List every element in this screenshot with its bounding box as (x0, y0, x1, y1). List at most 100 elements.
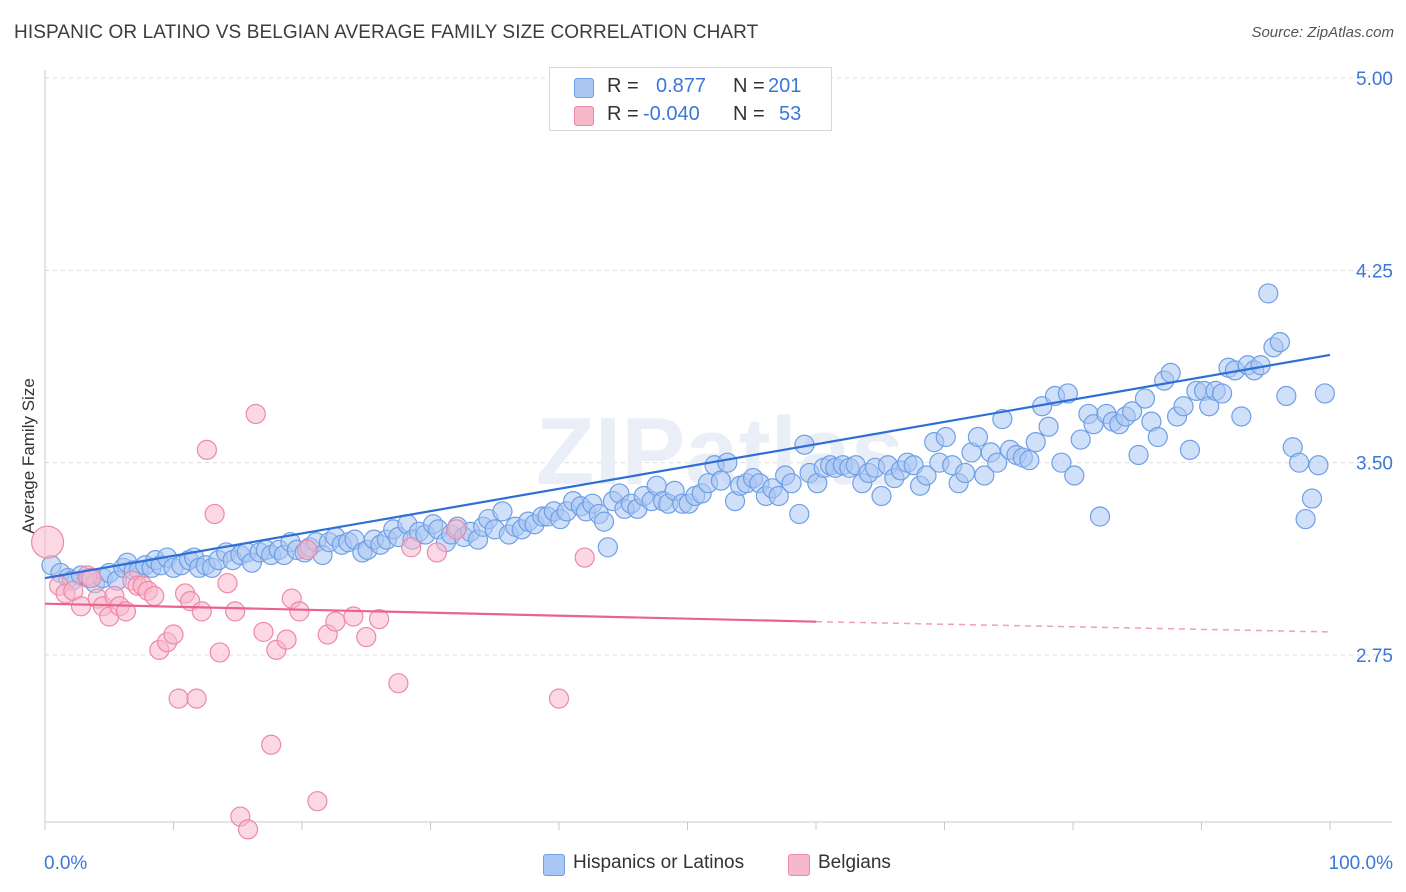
data-point-belgians (401, 537, 422, 558)
data-point-hispanics (1122, 401, 1143, 422)
legend-row-belgians: R = -0.040 N = 53 (550, 100, 831, 130)
series-belgians-points (30, 403, 595, 840)
data-point-belgians (30, 525, 65, 559)
data-point-belgians (70, 596, 92, 617)
data-point-belgians (237, 819, 259, 840)
data-point-belgians (297, 539, 318, 560)
data-point-hispanics (1057, 383, 1078, 404)
bottom-legend-swatch-hispanics (543, 854, 565, 876)
data-point-hispanics (935, 426, 956, 448)
y-tick-label: 2.75 (1356, 646, 1393, 667)
legend-row-hispanics: R = 0.877 N = 201 (550, 72, 831, 102)
data-point-belgians (548, 688, 570, 709)
x-tick-label: 0.0% (44, 853, 87, 874)
data-point-hispanics (781, 473, 802, 494)
data-point-belgians (388, 673, 409, 694)
bottom-legend-swatch-belgians (788, 854, 810, 876)
data-point-hispanics (1258, 283, 1279, 304)
data-point-belgians (261, 734, 282, 755)
data-point-hispanics (1308, 455, 1329, 476)
bottom-legend-label: Belgians (818, 852, 891, 873)
data-point-belgians (144, 585, 165, 607)
x-tick-labels: 0.0% 100.0% (44, 853, 1393, 874)
series-hispanics-points (41, 283, 1335, 594)
data-point-hispanics (1231, 406, 1252, 427)
data-point-hispanics (492, 501, 513, 522)
data-point-hispanics (717, 452, 738, 473)
legend-swatch-belgians (574, 106, 594, 126)
correlation-legend: R = 0.877 N = 201 R = -0.040 N = 53 (549, 67, 832, 131)
data-point-belgians (276, 629, 297, 650)
legend-n-value: 53 (779, 103, 802, 125)
data-point-hispanics (597, 537, 618, 558)
data-point-belgians (356, 626, 377, 648)
data-point-hispanics (1179, 439, 1201, 460)
data-point-hispanics (1019, 450, 1040, 471)
data-point-hispanics (710, 470, 732, 491)
data-point-belgians (426, 542, 448, 563)
data-point-hispanics (871, 485, 892, 507)
data-point-belgians (163, 624, 184, 645)
legend-n-value: 201 (768, 75, 802, 97)
data-point-hispanics (1038, 416, 1059, 437)
data-point-hispanics (1051, 452, 1072, 473)
data-point-belgians (217, 573, 238, 594)
data-point-hispanics (1089, 506, 1111, 527)
y-tick-label: 5.00 (1356, 69, 1393, 90)
bottom-legend-label: Hispanics or Latinos (573, 852, 745, 873)
data-point-belgians (186, 688, 207, 709)
data-point-hispanics (1070, 429, 1091, 450)
data-point-belgians (289, 601, 310, 622)
data-point-belgians (191, 601, 212, 622)
data-point-hispanics (987, 452, 1008, 473)
data-point-belgians (168, 688, 189, 709)
data-point-hispanics (992, 408, 1013, 430)
legend-swatch-hispanics (574, 78, 594, 98)
y-tick-labels: 2.75 3.50 4.25 5.00 (1356, 69, 1393, 667)
trend-line-hispanics (44, 353, 1331, 580)
data-point-belgians (253, 621, 274, 643)
data-point-belgians (196, 439, 218, 460)
data-point-belgians (225, 601, 246, 622)
legend-n-label: N = (733, 75, 765, 97)
data-point-hispanics (1134, 388, 1156, 409)
legend-r-value: -0.040 (643, 103, 700, 125)
data-point-belgians (446, 519, 467, 540)
data-point-belgians (204, 503, 225, 525)
legend-r-label: R = (607, 75, 639, 97)
legend-n-label: N = (733, 103, 765, 125)
data-point-hispanics (1276, 385, 1297, 407)
data-point-hispanics (1025, 432, 1046, 453)
data-point-hispanics (768, 485, 789, 507)
data-point-hispanics (954, 462, 976, 484)
data-point-hispanics (916, 465, 937, 486)
data-point-belgians (369, 608, 390, 630)
source-label: Source: ZipAtlas.com (1251, 24, 1394, 41)
chart-title: HISPANIC OR LATINO VS BELGIAN AVERAGE FA… (14, 22, 759, 43)
data-point-hispanics (1295, 508, 1316, 530)
data-point-hispanics (1160, 362, 1181, 384)
y-tick-label: 3.50 (1356, 454, 1393, 475)
y-axis-label: Average Family Size (19, 378, 38, 534)
data-point-hispanics (1289, 452, 1310, 473)
y-tick-label: 4.25 (1356, 261, 1393, 282)
data-point-hispanics (1064, 465, 1085, 486)
data-point-hispanics (593, 511, 615, 532)
x-tick-label: 100.0% (1329, 853, 1394, 874)
data-point-hispanics (974, 465, 995, 486)
data-point-belgians (574, 547, 595, 568)
legend-r-value: 0.877 (656, 75, 707, 97)
trend-line-belgians (44, 602, 817, 623)
data-point-hispanics (1147, 426, 1168, 448)
data-point-hispanics (1301, 488, 1323, 509)
trend-line-belgians-extension (815, 620, 1331, 633)
data-point-hispanics (1269, 332, 1290, 353)
data-point-hispanics (1211, 383, 1233, 404)
data-point-hispanics (1128, 444, 1149, 466)
axes (44, 70, 1392, 830)
data-point-hispanics (1314, 383, 1335, 404)
data-point-belgians (325, 611, 346, 632)
legend-r-label: R = (607, 103, 639, 125)
data-point-belgians (307, 791, 328, 812)
